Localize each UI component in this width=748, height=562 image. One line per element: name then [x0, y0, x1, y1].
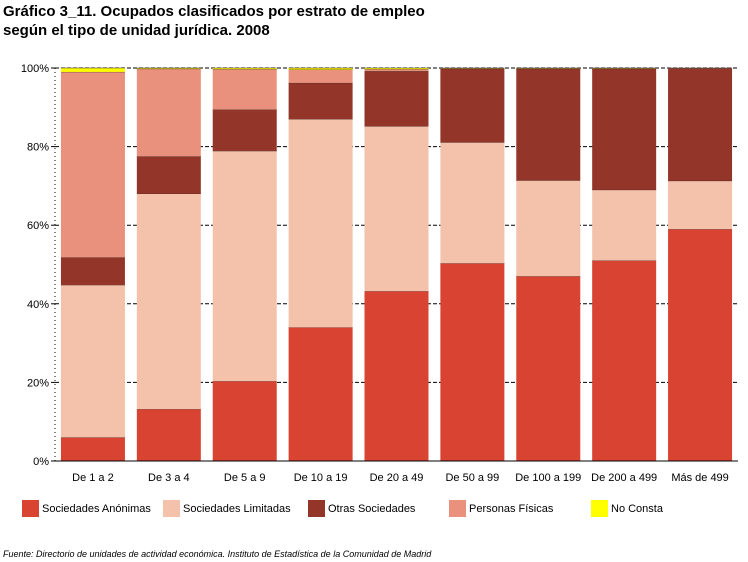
chart-title-line-2: según el tipo de unidad jurídica. 2008	[3, 22, 270, 39]
legend-item: No Consta	[591, 500, 663, 517]
bar-segment	[592, 189, 657, 261]
bar-segment	[668, 68, 733, 181]
legend-swatch	[22, 500, 39, 517]
bar-segment	[60, 437, 125, 461]
bar-segment	[440, 142, 505, 264]
bar-segment	[288, 119, 353, 328]
legend-label: Sociedades Limitadas	[183, 502, 291, 515]
legend-item: Sociedades Limitadas	[163, 500, 291, 517]
bar-segment	[60, 284, 125, 438]
bar-segment	[212, 69, 277, 110]
legend-label: Sociedades Anónimas	[42, 502, 151, 515]
legend-swatch	[591, 500, 608, 517]
legend-label: Personas Físicas	[469, 502, 554, 515]
bar-segment	[592, 260, 657, 461]
bar-segment	[516, 68, 581, 181]
legend-item: Personas Físicas	[449, 500, 553, 517]
x-tick-label: De 20 a 49	[370, 472, 424, 484]
chart-title-line-1: Gráfico 3_11. Ocupados clasificados por …	[3, 3, 425, 20]
bar-segment	[516, 180, 581, 277]
bar-segment	[288, 68, 353, 70]
y-tick-label: 100%	[21, 63, 49, 75]
bar-segment	[136, 193, 201, 410]
legend-label: Otras Sociedades	[328, 502, 416, 515]
y-tick-label: 40%	[27, 299, 49, 311]
legend-item: Otras Sociedades	[308, 500, 415, 517]
bar-segment	[364, 126, 429, 292]
x-tick-label: Más de 499	[671, 472, 728, 484]
bar-segment	[440, 68, 505, 143]
bar-segment	[60, 68, 125, 72]
bar-segment	[592, 68, 657, 190]
bar-segment	[212, 109, 277, 151]
x-tick-label: De 5 a 9	[224, 472, 266, 484]
bar-segment	[516, 276, 581, 461]
chart-legend: Sociedades Anónimas Sociedades Limitadas O…	[0, 497, 748, 521]
bar-segment	[212, 68, 277, 70]
bar-segment	[60, 71, 125, 258]
source-note: Fuente: Directorio de unidades de activi…	[3, 549, 432, 559]
chart-title: Gráfico 3_11. Ocupados clasificados por …	[3, 2, 425, 40]
bar-segment	[364, 291, 429, 461]
legend-swatch	[308, 500, 325, 517]
y-tick-label: 80%	[27, 142, 49, 154]
bar-segment	[364, 68, 429, 70]
legend-item: Sociedades Anónimas	[22, 500, 151, 517]
bar-segment	[668, 229, 733, 461]
bar-segment	[60, 257, 125, 285]
bar-segment	[288, 82, 353, 120]
x-tick-label: De 50 a 99	[445, 472, 499, 484]
x-tick-label: De 100 a 199	[515, 472, 581, 484]
bar-segment	[668, 180, 733, 230]
bar-segment	[288, 69, 353, 83]
bar-segment	[212, 150, 277, 382]
x-tick-label: De 3 a 4	[148, 472, 190, 484]
bar-segment	[364, 69, 429, 72]
x-tick-label: De 1 a 2	[72, 472, 114, 484]
x-tick-label: De 10 a 19	[294, 472, 348, 484]
y-tick-label: 20%	[27, 377, 49, 389]
legend-swatch	[449, 500, 466, 517]
legend-label: No Consta	[611, 502, 663, 515]
bar-segment	[136, 68, 201, 157]
bar-segment	[136, 409, 201, 461]
legend-swatch	[163, 500, 180, 517]
bar-segment	[136, 68, 201, 69]
y-tick-label: 60%	[27, 220, 49, 232]
y-tick-label: 0%	[33, 456, 49, 468]
bar-segment	[212, 381, 277, 461]
bar-segment	[288, 327, 353, 461]
stacked-bar-chart: 0% 20% 40% 60% 80% 100% De 1 a 2 De 3 a 4 De 5 a…	[21, 63, 738, 484]
x-tick-label: De 200 a 499	[591, 472, 657, 484]
bar-segment	[440, 263, 505, 461]
bar-segment	[136, 156, 201, 194]
bar-segment	[364, 71, 429, 127]
